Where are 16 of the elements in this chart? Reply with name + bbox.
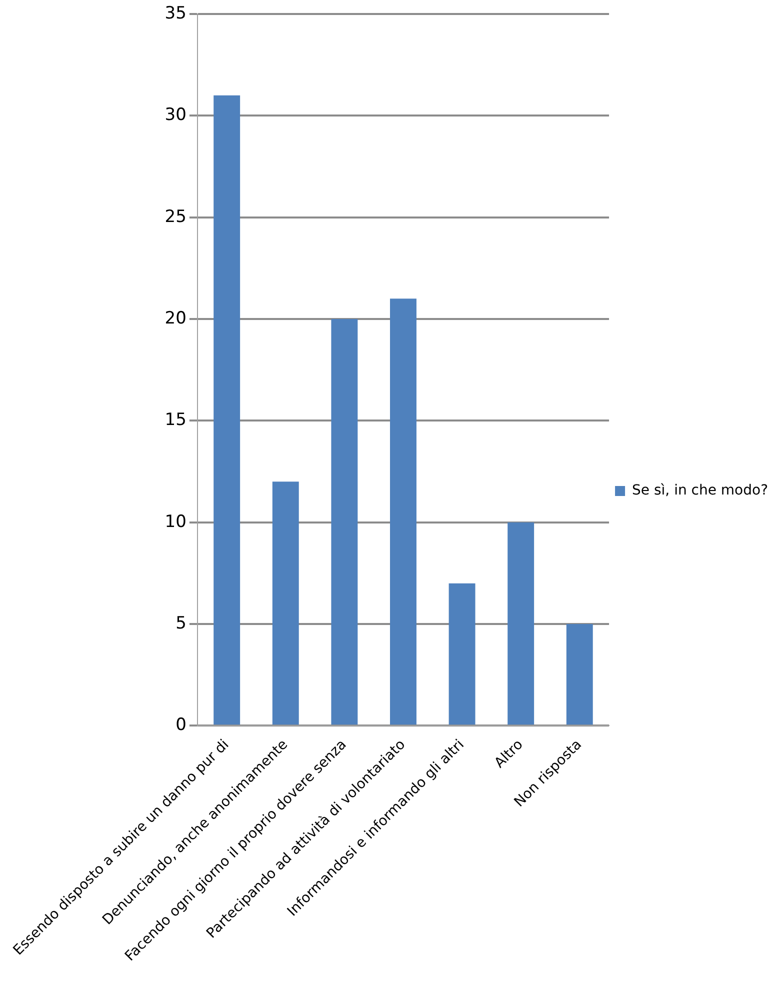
y-tick-label: 5	[176, 613, 186, 634]
bar	[390, 298, 416, 725]
y-tick-label: 0	[176, 715, 186, 736]
bar	[508, 522, 534, 725]
y-tick-label: 25	[164, 206, 186, 227]
bar	[214, 95, 240, 725]
y-tick-label: 30	[164, 105, 186, 126]
bar	[272, 482, 299, 725]
bar	[566, 624, 593, 725]
legend-label: Se sì, in che modo?	[632, 482, 768, 499]
y-tick-label: 35	[164, 3, 186, 24]
y-tick-label: 20	[164, 308, 186, 328]
bar	[448, 583, 476, 725]
y-tick-label: 15	[164, 410, 186, 430]
bar	[331, 319, 358, 725]
y-tick-label: 10	[164, 512, 186, 532]
